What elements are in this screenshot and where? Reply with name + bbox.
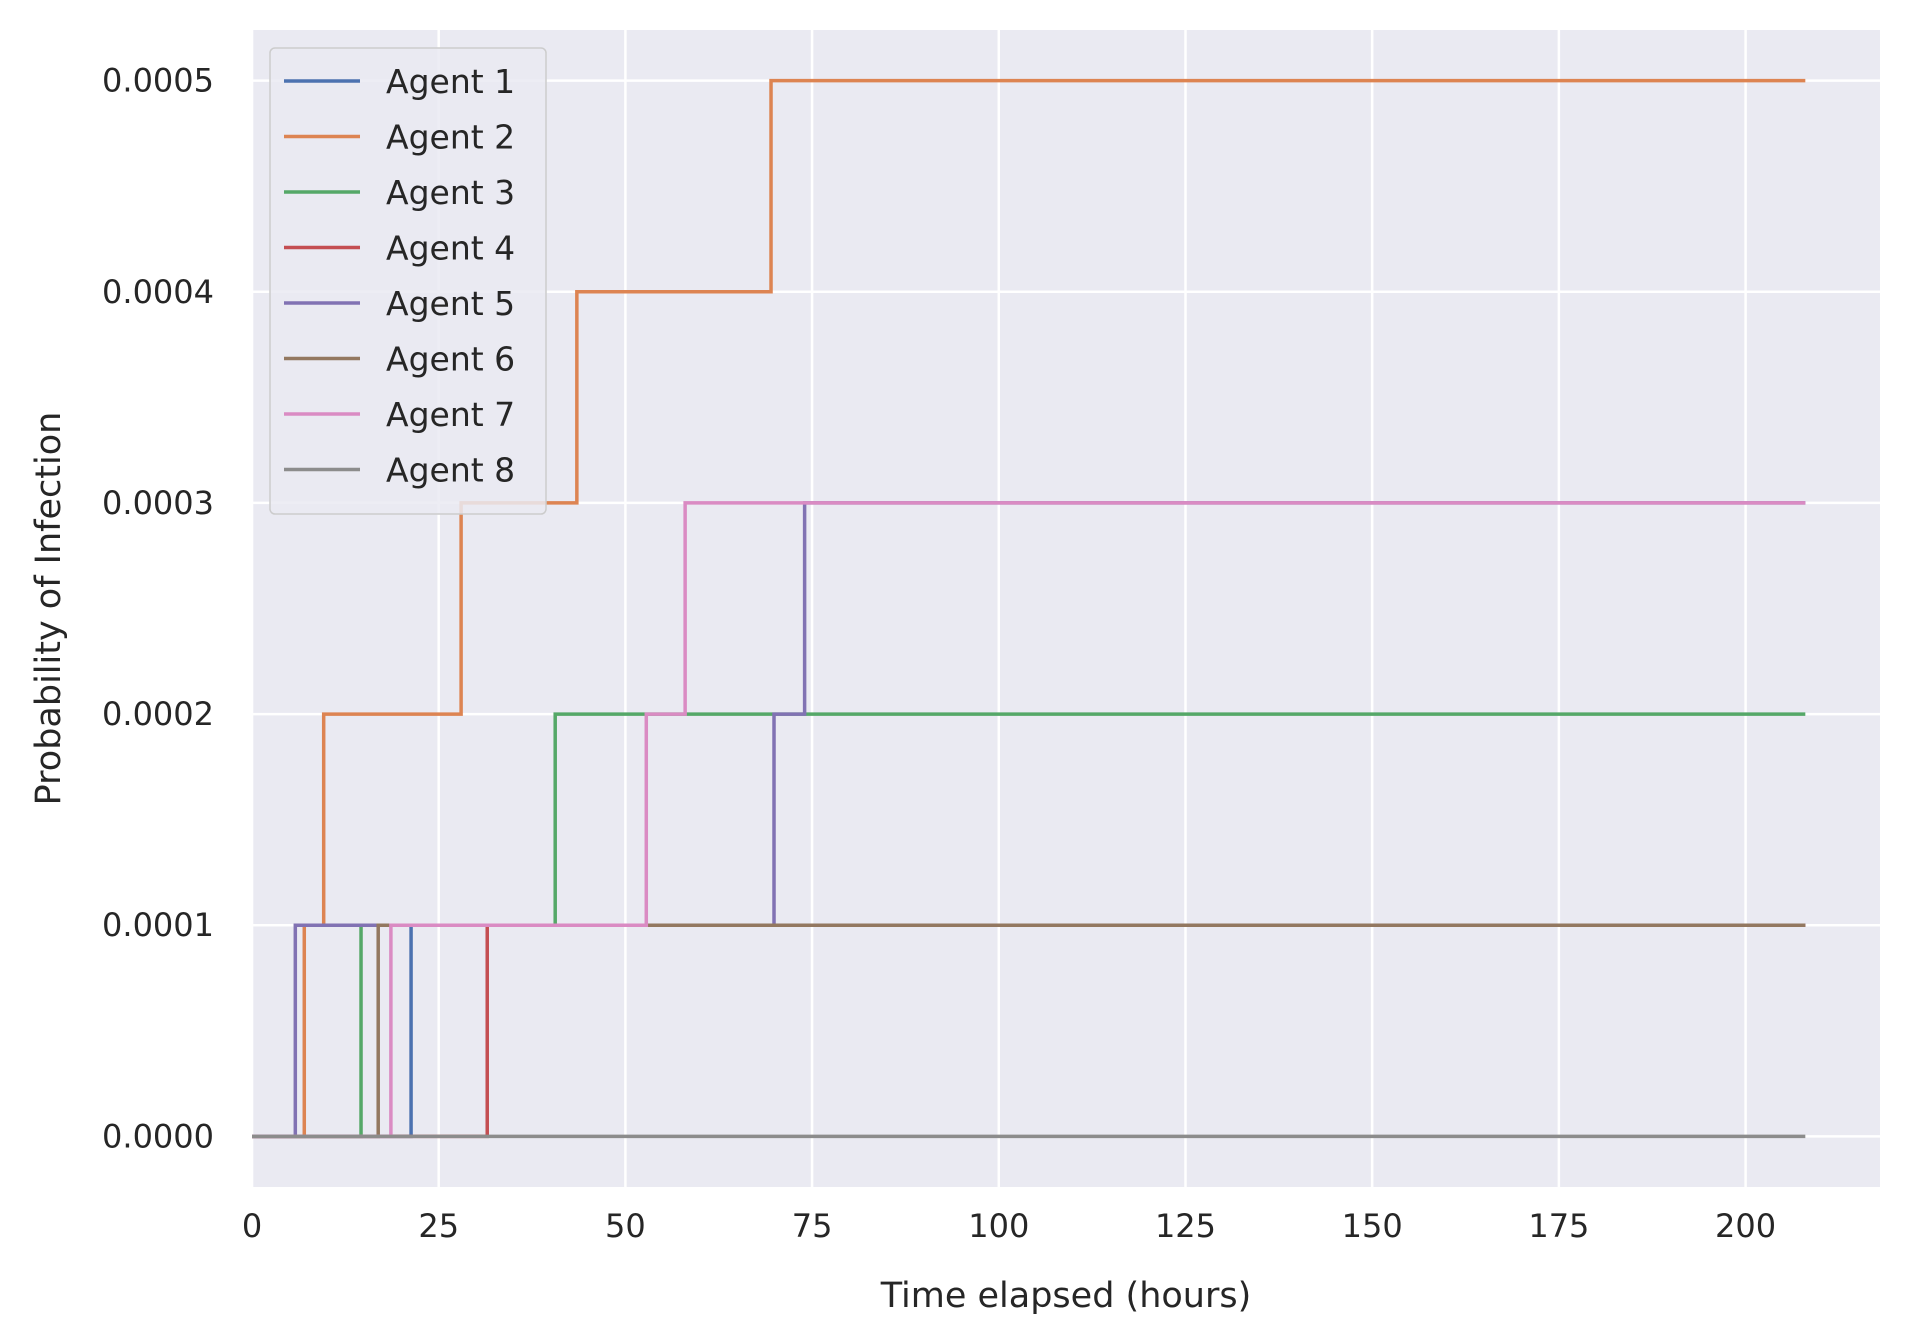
legend-label-agent-2: Agent 2	[386, 118, 515, 157]
legend-box	[269, 47, 547, 515]
x-tick-labels: 0 25 50 75 100 125 150 175 200	[242, 1207, 1776, 1245]
series-lines	[252, 78, 1806, 1139]
y-tick-label: 0.0003	[102, 484, 214, 522]
x-tick-label: 150	[1342, 1207, 1403, 1245]
series-line-agent-2	[252, 78, 1806, 1139]
x-tick-label: 75	[792, 1207, 833, 1245]
legend: Agent 1 Agent 2 Agent 3 Agent 4 Agent 5 Agent…	[269, 47, 547, 515]
legend-label-agent-5: Agent 5	[386, 284, 515, 323]
y-tick-label: 0.0002	[102, 695, 214, 733]
x-tick-label: 100	[968, 1207, 1029, 1245]
legend-label-agent-8: Agent 8	[386, 451, 515, 490]
y-tick-label: 0.0004	[102, 273, 214, 311]
legend-label-agent-3: Agent 3	[386, 173, 515, 212]
y-axis-label: Probability of Infection	[29, 412, 69, 806]
legend-label-agent-1: Agent 1	[386, 62, 515, 101]
x-tick-label: 50	[605, 1207, 646, 1245]
x-tick-label: 200	[1715, 1207, 1776, 1245]
x-tick-label: 25	[418, 1207, 459, 1245]
y-tick-labels: 0.0000 0.0001 0.0002 0.0003 0.0004 0.0005	[102, 62, 214, 1156]
y-tick-label: 0.0000	[102, 1117, 214, 1155]
legend-label-agent-6: Agent 6	[386, 340, 515, 379]
y-tick-label: 0.0005	[102, 62, 214, 100]
x-tick-label: 0	[242, 1207, 262, 1245]
series-line-agent-7	[252, 501, 1806, 1139]
x-tick-label: 125	[1155, 1207, 1216, 1245]
x-tick-label: 175	[1528, 1207, 1589, 1245]
legend-label-agent-4: Agent 4	[386, 229, 515, 268]
series-line-agent-5	[252, 501, 1806, 1139]
x-axis-label: Time elapsed (hours)	[880, 1276, 1252, 1316]
y-tick-label: 0.0001	[102, 906, 214, 944]
legend-label-agent-7: Agent 7	[386, 395, 515, 434]
